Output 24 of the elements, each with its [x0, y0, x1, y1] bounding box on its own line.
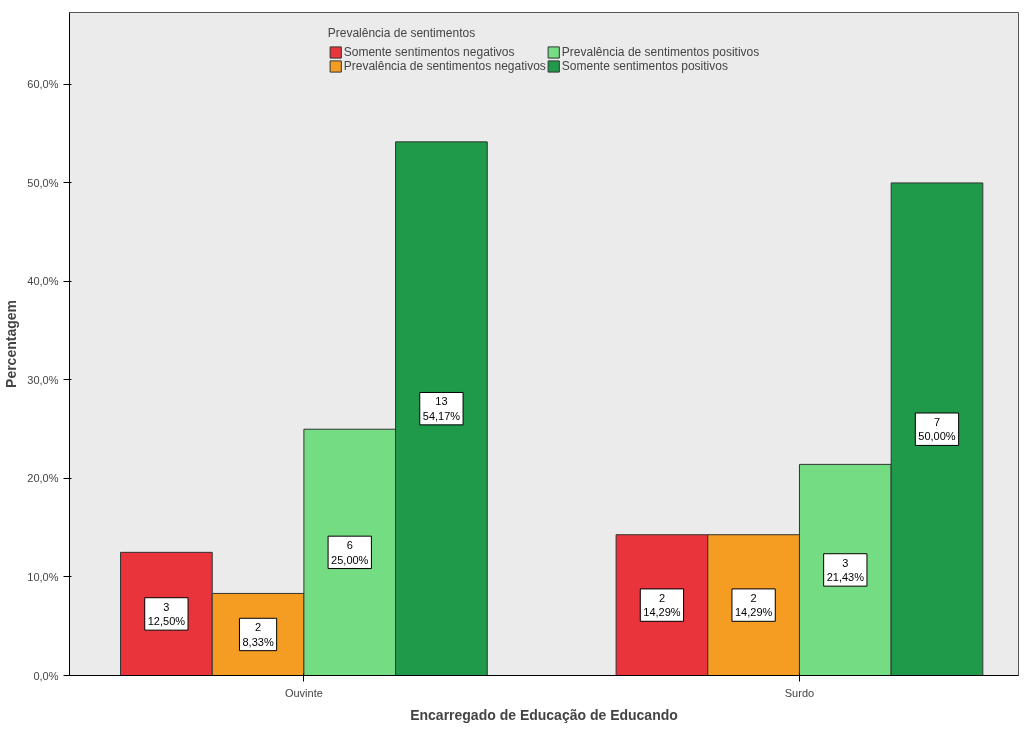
legend-label: Prevalência de sentimentos positivos: [561, 45, 760, 59]
y-axis-title: Percentagem: [3, 300, 20, 388]
data-label: 2 14,29%: [643, 591, 681, 619]
legend-label: Somente sentimentos positivos: [561, 59, 728, 73]
y-tick-label: 60,0%: [27, 78, 59, 91]
data-label: 2 8,33%: [242, 621, 274, 648]
data-label: 13 54,17%: [422, 395, 461, 422]
data-label: 7 50,00%: [918, 416, 956, 443]
y-tick-label: 20,0%: [27, 472, 59, 485]
data-label: 6 25,00%: [331, 539, 369, 566]
data-label: 2 14,29%: [734, 591, 773, 619]
y-tick-label: 0,0%: [33, 669, 59, 682]
legend-title: Prevalência de sentimentos: [327, 26, 477, 40]
data-label: 3 21,43%: [826, 556, 865, 584]
y-tick-label: 50,0%: [27, 176, 59, 189]
x-tick-label: Surdo: [784, 686, 815, 699]
y-tick-label: 40,0%: [27, 275, 59, 288]
x-axis-title: Encarregado de Educação de Educando: [410, 706, 678, 723]
y-tick-label: 10,0%: [27, 570, 59, 583]
legend-label: Somente sentimentos negativos: [343, 45, 515, 59]
data-label: 3 12,50%: [147, 600, 186, 628]
x-tick-label: Ouvinte: [284, 686, 323, 699]
legend-label: Prevalência de sentimentos negativos: [343, 59, 546, 73]
y-tick-label: 30,0%: [27, 373, 59, 386]
